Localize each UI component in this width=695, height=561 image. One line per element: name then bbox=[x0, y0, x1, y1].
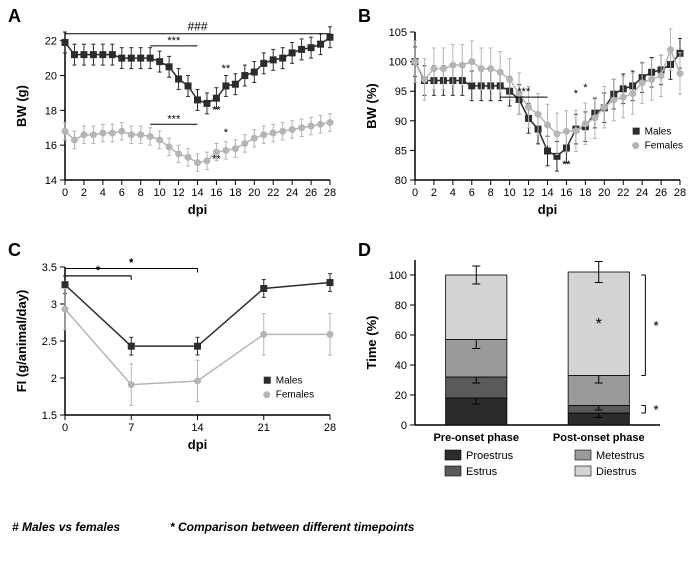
svg-text:21: 21 bbox=[258, 422, 270, 434]
svg-text:3.5: 3.5 bbox=[42, 262, 57, 274]
svg-text:2.5: 2.5 bbox=[42, 336, 57, 348]
svg-text:*: * bbox=[96, 263, 101, 277]
panel-a-chart: 02468101214161820222426281416182022dpiBW… bbox=[10, 10, 340, 220]
svg-text:90: 90 bbox=[395, 116, 407, 128]
svg-text:4: 4 bbox=[450, 187, 456, 199]
svg-text:10: 10 bbox=[154, 187, 166, 199]
svg-text:8: 8 bbox=[138, 187, 144, 199]
svg-text:18: 18 bbox=[579, 187, 591, 199]
svg-text:24: 24 bbox=[286, 187, 298, 199]
panel-c-chart: 0 7 14 21 28 1.5 2 2.5 3 3.5 dpi FI (g/animal/day) *… bbox=[10, 245, 340, 455]
svg-text:7: 7 bbox=[128, 422, 134, 434]
svg-text:60: 60 bbox=[395, 330, 407, 342]
svg-text:22: 22 bbox=[267, 187, 279, 199]
svg-text:*: * bbox=[596, 316, 602, 333]
svg-text:0: 0 bbox=[412, 187, 418, 199]
svg-text:20: 20 bbox=[45, 71, 57, 83]
svg-text:***: *** bbox=[167, 35, 181, 47]
svg-text:*: * bbox=[574, 88, 579, 100]
svg-text:95: 95 bbox=[395, 86, 407, 98]
svg-text:***: *** bbox=[167, 113, 181, 125]
svg-text:*: * bbox=[224, 127, 229, 139]
svg-text:105: 105 bbox=[389, 27, 407, 39]
svg-text:85: 85 bbox=[395, 145, 407, 157]
figure-wrap: A B C D 02468101214161820222426281416182… bbox=[0, 0, 695, 561]
svg-text:Females: Females bbox=[276, 390, 314, 401]
svg-text:FI (g/animal/day): FI (g/animal/day) bbox=[14, 290, 29, 393]
svg-text:Females: Females bbox=[645, 141, 683, 152]
svg-text:###: ### bbox=[187, 20, 207, 34]
svg-text:dpi: dpi bbox=[188, 437, 208, 452]
svg-text:18: 18 bbox=[45, 105, 57, 117]
svg-text:26: 26 bbox=[655, 187, 667, 199]
svg-text:100: 100 bbox=[389, 57, 407, 69]
svg-text:dpi: dpi bbox=[538, 202, 558, 217]
svg-text:*: * bbox=[653, 401, 659, 417]
svg-text:4: 4 bbox=[100, 187, 106, 199]
svg-text:12: 12 bbox=[522, 187, 534, 199]
svg-text:8: 8 bbox=[488, 187, 494, 199]
svg-text:20: 20 bbox=[248, 187, 260, 199]
svg-text:Males: Males bbox=[645, 127, 672, 138]
svg-text:Diestrus: Diestrus bbox=[596, 466, 637, 478]
svg-text:40: 40 bbox=[395, 360, 407, 372]
svg-text:**: ** bbox=[562, 159, 571, 171]
panel-d-chart: 0 20 40 60 80 100 Time (%) Pre-onset phase Post-… bbox=[360, 245, 690, 495]
svg-text:Males: Males bbox=[276, 376, 303, 387]
svg-text:12: 12 bbox=[172, 187, 184, 199]
svg-text:16: 16 bbox=[560, 187, 572, 199]
svg-text:14: 14 bbox=[541, 187, 553, 199]
svg-text:6: 6 bbox=[469, 187, 475, 199]
svg-text:14: 14 bbox=[191, 422, 203, 434]
svg-text:24: 24 bbox=[636, 187, 648, 199]
svg-text:Pre-onset phase: Pre-onset phase bbox=[433, 432, 519, 444]
svg-text:0: 0 bbox=[62, 422, 68, 434]
svg-text:20: 20 bbox=[395, 390, 407, 402]
svg-text:dpi: dpi bbox=[188, 202, 208, 217]
svg-text:Estrus: Estrus bbox=[466, 466, 498, 478]
svg-text:22: 22 bbox=[617, 187, 629, 199]
svg-text:26: 26 bbox=[305, 187, 317, 199]
svg-text:2: 2 bbox=[81, 187, 87, 199]
svg-text:80: 80 bbox=[395, 300, 407, 312]
svg-text:Metestrus: Metestrus bbox=[596, 450, 645, 462]
footnote-hash: # Males vs females bbox=[12, 520, 120, 534]
svg-text:10: 10 bbox=[504, 187, 516, 199]
svg-text:3: 3 bbox=[51, 299, 57, 311]
svg-text:2: 2 bbox=[51, 373, 57, 385]
svg-text:2: 2 bbox=[431, 187, 437, 199]
svg-text:*: * bbox=[583, 82, 588, 94]
footnote-star: * Comparison between different timepoint… bbox=[170, 520, 414, 534]
svg-text:28: 28 bbox=[324, 422, 336, 434]
svg-text:**: ** bbox=[222, 63, 231, 75]
svg-text:14: 14 bbox=[45, 175, 57, 187]
svg-text:0: 0 bbox=[62, 187, 68, 199]
svg-text:**: ** bbox=[212, 105, 221, 117]
svg-text:18: 18 bbox=[229, 187, 241, 199]
svg-text:BW (g): BW (g) bbox=[14, 85, 29, 127]
svg-text:16: 16 bbox=[45, 140, 57, 152]
svg-text:14: 14 bbox=[191, 187, 203, 199]
svg-text:**: ** bbox=[212, 153, 221, 165]
svg-text:Time (%): Time (%) bbox=[364, 316, 379, 370]
svg-text:22: 22 bbox=[45, 36, 57, 48]
svg-text:100: 100 bbox=[389, 270, 407, 282]
panel-b-chart: 024681012141618202224262880859095100105d… bbox=[360, 10, 690, 220]
svg-text:16: 16 bbox=[210, 187, 222, 199]
svg-text:28: 28 bbox=[324, 187, 336, 199]
svg-text:BW (%): BW (%) bbox=[364, 83, 379, 129]
svg-text:***: *** bbox=[517, 86, 531, 98]
svg-text:6: 6 bbox=[119, 187, 125, 199]
svg-text:20: 20 bbox=[598, 187, 610, 199]
svg-text:Post-onset phase: Post-onset phase bbox=[553, 432, 645, 444]
svg-text:28: 28 bbox=[674, 187, 686, 199]
svg-text:1.5: 1.5 bbox=[42, 410, 57, 422]
svg-text:*: * bbox=[653, 317, 659, 333]
svg-text:80: 80 bbox=[395, 175, 407, 187]
svg-text:Proestrus: Proestrus bbox=[466, 450, 514, 462]
svg-text:*: * bbox=[129, 255, 134, 269]
svg-text:0: 0 bbox=[401, 420, 407, 432]
